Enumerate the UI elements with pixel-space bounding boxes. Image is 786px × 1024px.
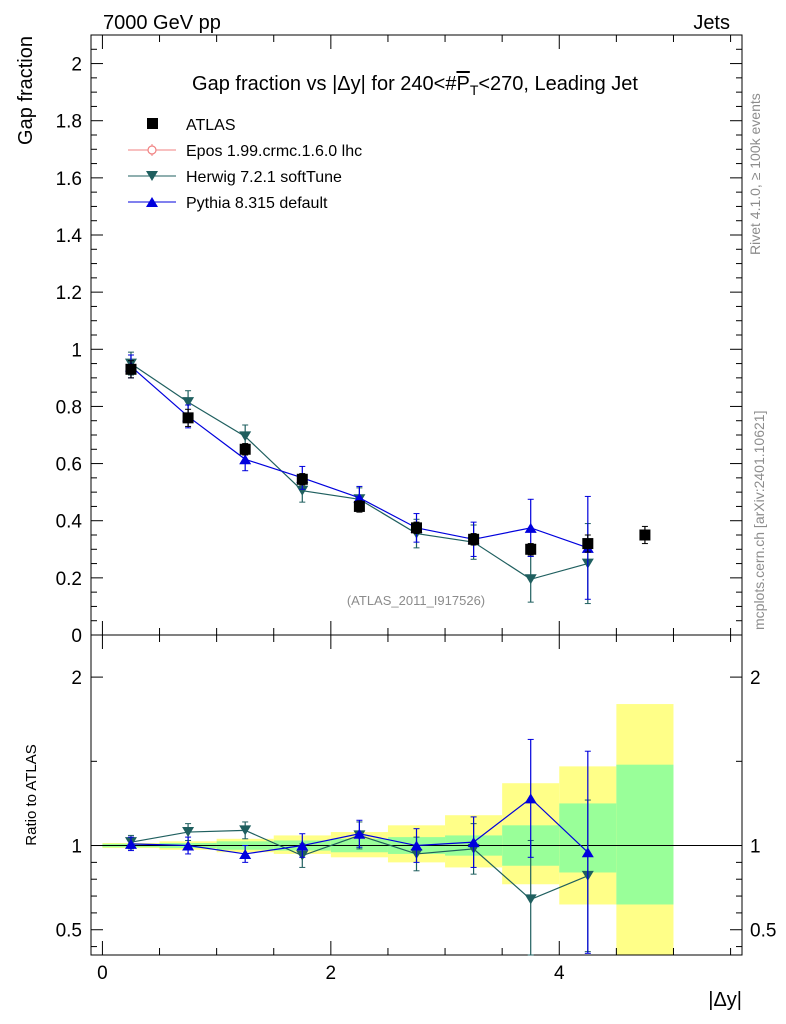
main-atlas-point: [411, 522, 422, 534]
ratio-pythia-point: [124, 838, 137, 849]
main-herwig-point: [296, 485, 309, 496]
main-y-tick-label: 1.2: [56, 283, 82, 304]
legend-atlas-marker: [147, 118, 158, 129]
ratio-pythia-point: [296, 840, 309, 851]
process-label: Jets: [693, 12, 730, 34]
rivet-version-label: Rivet 4.1.0, ≥ 100k events: [747, 93, 763, 255]
main-y-tick-label: 1: [71, 340, 82, 361]
main-herwig-point: [182, 397, 195, 408]
main-y-axis-label: Gap fraction: [15, 36, 37, 145]
main-herwig-point: [524, 574, 537, 585]
ratio-herwig-point: [239, 825, 252, 836]
band-inner-bin: [616, 764, 674, 905]
legend: ATLAS Epos 1.99.crmc.1.6.0 lhc Herwig 7.…: [128, 117, 362, 212]
main-y-tick-label: 1.8: [56, 112, 82, 133]
x-tick-label: 4: [554, 963, 565, 984]
ratio-pythia-point: [467, 837, 480, 848]
ratio-herwig-point: [524, 894, 537, 905]
mcplots-label: mcplots.cern.ch [arXiv:2401.10621]: [751, 411, 767, 630]
main-atlas-point: [353, 500, 365, 512]
ratio-pythia-point: [581, 847, 594, 858]
main-plot-data: [124, 351, 651, 605]
legend-herwig-label: Herwig 7.2.1 softTune: [186, 169, 342, 186]
main-y-tick-label: 2: [71, 55, 82, 76]
legend-pythia-label: Pythia 8.315 default: [186, 195, 328, 212]
legend-pythia-marker: [146, 197, 158, 207]
main-pythia-point: [239, 454, 252, 465]
main-herwig-point: [239, 431, 252, 442]
x-axis-label: |Δy|: [708, 989, 742, 1011]
title-p-symbol: P: [456, 73, 469, 95]
main-y-tick-label: 0: [71, 626, 82, 647]
ratio-pythia-point: [524, 793, 537, 804]
main-y-tick-label: 0.4: [56, 512, 83, 533]
main-y-tick-label: 1.4: [56, 226, 83, 247]
main-pythia-point: [524, 522, 537, 533]
main-atlas-point: [468, 533, 480, 545]
plot-title: Gap fraction vs |Δy| for 240<#PT<270, Le…: [192, 73, 638, 98]
ratio-pythia-point: [239, 848, 252, 859]
main-atlas-point: [182, 412, 194, 424]
main-atlas-point: [125, 363, 137, 375]
main-herwig-line: [130, 363, 588, 580]
legend-epos-marker: [147, 145, 157, 155]
axis-ticks: 0 0.2 0.4 0.6 0.8 1 1.2 1.4 1.6 1.8 2 0 2 4 0.5 0.5 1 1 2 2: [56, 34, 776, 984]
ratio-y-tick-label-right: 2: [750, 668, 761, 689]
ratio-y-tick-label: 0.5: [56, 921, 82, 942]
main-y-tick-label: 0.8: [56, 397, 82, 418]
ratio-y-tick-label-right: 0.5: [750, 921, 776, 942]
main-atlas-point: [639, 529, 651, 541]
main-pythia-line: [130, 365, 589, 549]
x-tick-label: 0: [97, 963, 108, 984]
main-y-tick-label: 0.2: [56, 569, 82, 590]
legend-herwig-marker: [146, 171, 158, 181]
legend-atlas-label: ATLAS: [186, 117, 236, 134]
ratio-plot-frame: [90, 634, 743, 956]
main-y-tick-label: 1.6: [56, 169, 82, 190]
analysis-watermark: (ATLAS_2011_I917526): [347, 593, 485, 608]
main-y-tick-label: 0.6: [56, 455, 82, 476]
ratio-pythia-point: [353, 828, 366, 839]
ratio-y-tick-label: 1: [71, 837, 82, 858]
ratio-y-tick-label-right: 1: [750, 837, 761, 858]
energy-label: 7000 GeV pp: [103, 12, 221, 34]
ratio-y-axis-label: Ratio to ATLAS: [23, 744, 40, 845]
legend-epos-label: Epos 1.99.crmc.1.6.0 lhc: [186, 143, 362, 160]
ratio-pythia-point: [410, 840, 423, 851]
title-subscript: T: [470, 82, 479, 98]
main-atlas-point: [296, 473, 308, 485]
main-atlas-point: [239, 443, 251, 455]
ratio-pythia-point: [182, 840, 195, 851]
main-atlas-point: [525, 543, 537, 555]
x-tick-label: 2: [326, 963, 337, 984]
ratio-plot-data: [124, 738, 594, 956]
ratio-y-tick-label: 2: [71, 668, 82, 689]
ratio-herwig-point: [182, 827, 195, 838]
main-atlas-point: [582, 538, 594, 550]
